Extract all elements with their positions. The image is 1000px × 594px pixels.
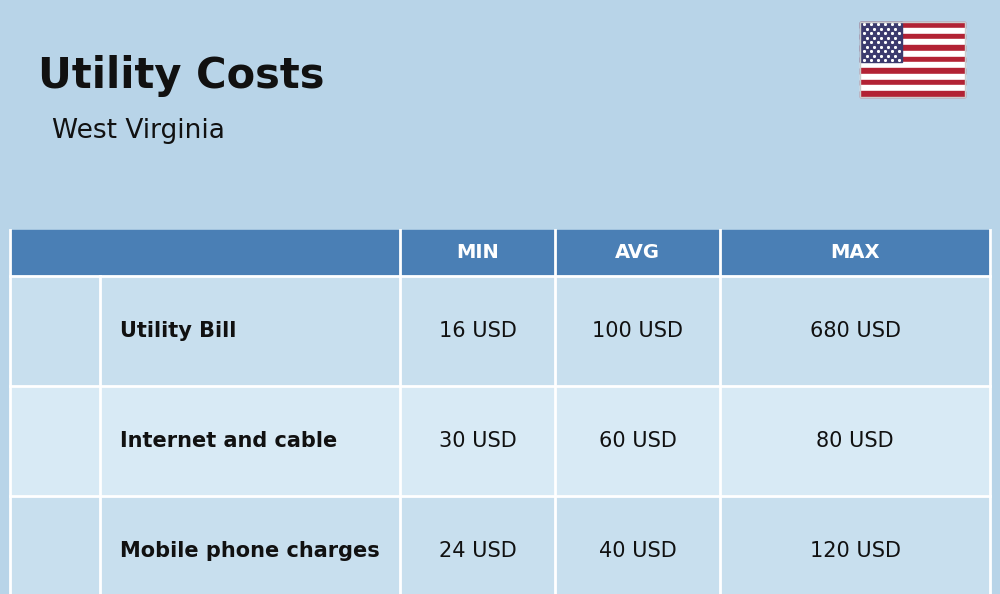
Bar bbox=[10, 230, 990, 276]
Bar bbox=[860, 86, 965, 91]
Text: 40 USD: 40 USD bbox=[599, 541, 676, 561]
Bar bbox=[860, 74, 965, 80]
Bar bbox=[860, 51, 965, 56]
Text: 120 USD: 120 USD bbox=[810, 541, 900, 561]
Text: Utility Bill: Utility Bill bbox=[120, 321, 236, 341]
Text: Utility Costs: Utility Costs bbox=[38, 55, 324, 97]
Bar bbox=[10, 276, 990, 386]
Bar bbox=[860, 33, 965, 39]
Bar bbox=[15, 394, 95, 488]
Bar bbox=[860, 22, 902, 62]
Text: MAX: MAX bbox=[830, 244, 880, 263]
Bar bbox=[15, 504, 95, 594]
Bar bbox=[860, 22, 965, 97]
Text: 680 USD: 680 USD bbox=[810, 321, 900, 341]
Bar bbox=[10, 496, 990, 594]
Bar bbox=[860, 39, 965, 45]
Text: 80 USD: 80 USD bbox=[816, 431, 894, 451]
Text: AVG: AVG bbox=[615, 244, 660, 263]
Bar bbox=[860, 68, 965, 74]
Text: 24 USD: 24 USD bbox=[439, 541, 516, 561]
Bar bbox=[860, 91, 965, 97]
Bar bbox=[860, 56, 965, 62]
Text: Mobile phone charges: Mobile phone charges bbox=[120, 541, 380, 561]
Bar bbox=[860, 45, 965, 51]
Text: West Virginia: West Virginia bbox=[52, 118, 225, 144]
Text: MIN: MIN bbox=[456, 244, 499, 263]
Text: 100 USD: 100 USD bbox=[592, 321, 683, 341]
Bar bbox=[10, 386, 990, 496]
Text: 60 USD: 60 USD bbox=[599, 431, 676, 451]
Bar bbox=[15, 284, 95, 378]
Text: 16 USD: 16 USD bbox=[439, 321, 516, 341]
Text: Internet and cable: Internet and cable bbox=[120, 431, 337, 451]
Bar bbox=[860, 80, 965, 86]
Text: 30 USD: 30 USD bbox=[439, 431, 516, 451]
Bar bbox=[860, 62, 965, 68]
Bar bbox=[860, 28, 965, 33]
Bar bbox=[860, 22, 965, 28]
